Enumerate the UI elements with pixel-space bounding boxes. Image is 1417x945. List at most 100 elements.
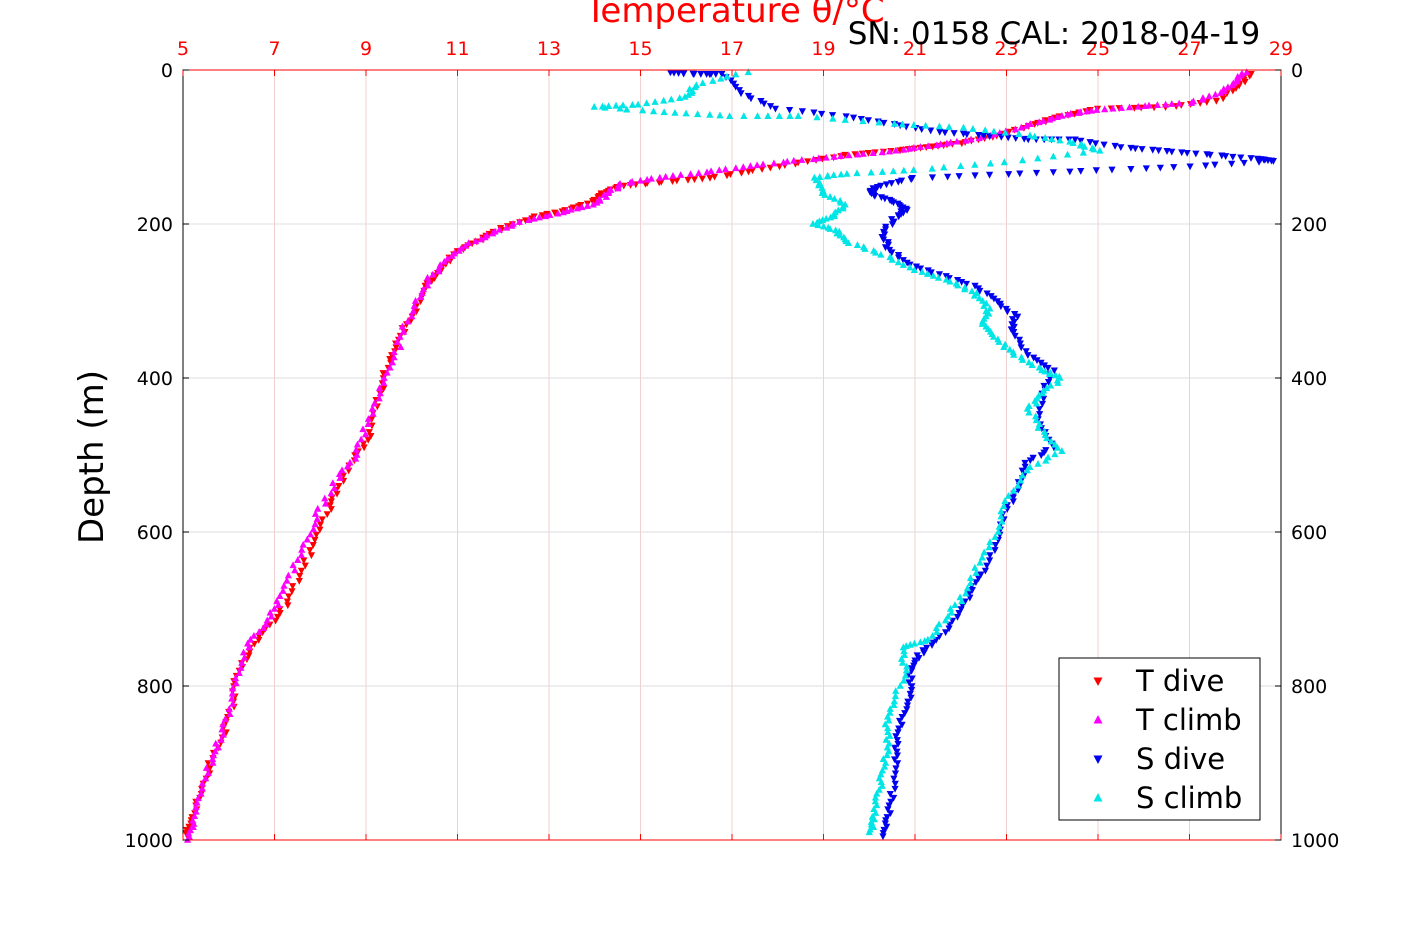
data-point (495, 225, 504, 233)
data-point (875, 785, 883, 793)
data-point (508, 221, 516, 229)
data-point (986, 552, 994, 560)
y-axis-label: Depth (m) (72, 370, 112, 544)
data-point (1032, 416, 1040, 424)
data-point (976, 287, 984, 295)
data-point (953, 613, 962, 621)
data-point (327, 498, 335, 506)
data-point (830, 171, 838, 179)
data-point (1047, 437, 1055, 445)
legend-label: S dive (1136, 742, 1225, 776)
data-point (906, 690, 914, 698)
data-point (193, 798, 201, 806)
data-point (957, 162, 965, 170)
data-point (392, 344, 400, 352)
data-point (1018, 467, 1026, 475)
data-point (352, 454, 360, 462)
data-point (183, 836, 192, 843)
data-point (971, 282, 979, 290)
data-point (955, 173, 963, 180)
data-point (1156, 164, 1164, 172)
data-point (410, 302, 418, 309)
data-point (986, 133, 994, 141)
data-point (946, 605, 955, 612)
data-point (967, 135, 975, 143)
data-point (815, 154, 823, 162)
data-point (962, 589, 970, 597)
data-point (740, 112, 748, 119)
data-point (274, 601, 283, 608)
data-point (910, 266, 918, 273)
data-point (1138, 146, 1146, 153)
data-point (593, 198, 601, 206)
data-point (601, 103, 609, 111)
data-point (219, 730, 227, 738)
data-point (1229, 153, 1237, 161)
data-point (885, 802, 893, 810)
data-point (1025, 408, 1033, 416)
data-point (887, 798, 895, 806)
data-point (747, 95, 755, 103)
data-point (1056, 136, 1064, 144)
data-point (274, 613, 282, 621)
data-point (364, 420, 372, 427)
data-point (864, 117, 872, 125)
legend-marker (1093, 677, 1103, 686)
data-point (1202, 162, 1210, 170)
data-point (655, 179, 663, 187)
data-point (235, 669, 243, 676)
data-point (963, 131, 971, 139)
data-point (259, 624, 267, 632)
data-point (232, 679, 240, 687)
data-point (301, 562, 309, 570)
data-point (690, 176, 699, 184)
data-point (907, 176, 915, 184)
data-point (1021, 459, 1029, 467)
data-point (619, 101, 627, 109)
data-point (886, 708, 894, 716)
data-point (1077, 137, 1085, 145)
data-point (1050, 367, 1058, 375)
data-point (908, 675, 916, 683)
data-point (297, 551, 306, 558)
data-point (1096, 146, 1104, 154)
data-point (189, 823, 197, 830)
data-point (330, 484, 338, 492)
data-point (991, 533, 999, 540)
data-point (396, 332, 404, 340)
data-point (361, 430, 370, 438)
data-point (1000, 343, 1008, 350)
data-point (877, 778, 885, 786)
data-point (891, 785, 899, 793)
data-point (515, 218, 523, 225)
data-point (857, 115, 865, 123)
data-point (1016, 476, 1025, 484)
y-tick-label-left: 600 (137, 522, 173, 544)
data-point (869, 823, 878, 830)
data-point (900, 647, 908, 655)
data-point (1141, 102, 1149, 109)
data-point (950, 130, 958, 137)
data-point (895, 717, 904, 725)
data-point (775, 112, 783, 119)
data-point (703, 168, 711, 176)
data-point (245, 652, 253, 660)
data-point (916, 638, 925, 646)
data-point (280, 581, 288, 589)
data-point (284, 602, 292, 610)
data-point (485, 230, 493, 238)
y-tick-label-left: 0 (161, 60, 173, 82)
data-point (1087, 106, 1096, 114)
data-point (929, 271, 937, 279)
legend-box (1058, 657, 1261, 821)
data-point (723, 72, 731, 80)
data-point (1224, 83, 1232, 91)
data-point (255, 628, 263, 635)
data-point (690, 71, 698, 78)
data-point (898, 658, 907, 666)
data-point (910, 639, 919, 647)
data-point (879, 833, 887, 841)
x-tick-label: 17 (720, 38, 744, 60)
data-point (884, 712, 892, 720)
data-point (972, 579, 980, 587)
